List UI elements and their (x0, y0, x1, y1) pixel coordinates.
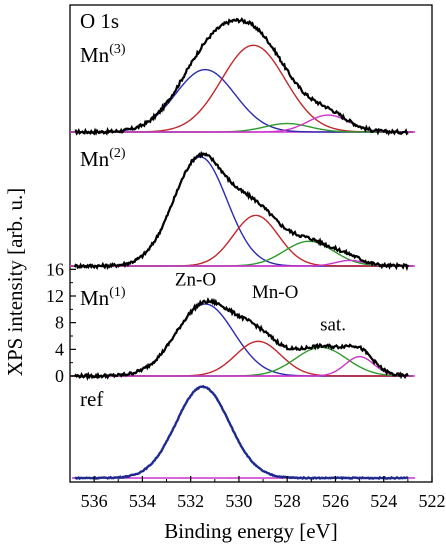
fit-component-mn_o (70, 214, 413, 267)
panel-1: Mn(3) (70, 17, 416, 136)
y-tick-label: 0 (55, 366, 64, 386)
fit-component-zn_o (70, 303, 413, 377)
panel-2: Mn(2) (70, 146, 416, 272)
x-tick-label: 522 (419, 491, 446, 511)
panels-layer: Mn(3) Mn(2) Mn(1) Zn-O Mn-O sat. ref (70, 17, 416, 481)
y-axis-label: XPS intensity [arb. u.] (3, 188, 27, 376)
y-axis: 0 4 8 12 16 (46, 259, 76, 386)
x-axis: 536 534 532 530 528 526 524 522 (69, 476, 446, 511)
panel-label: Mn(3) (80, 42, 126, 67)
fit-component-mn_o (70, 44, 413, 133)
measured-spectrum (73, 150, 409, 272)
panel-label: Mn(1) (80, 285, 126, 310)
x-tick-label: 534 (129, 491, 156, 511)
panel-label-sup: (3) (109, 42, 126, 57)
x-tick-label: 524 (370, 491, 397, 511)
x-axis-label: Binding energy [eV] (164, 519, 337, 543)
x-tick-label: 530 (225, 491, 252, 511)
y-tick-label: 4 (55, 339, 64, 359)
measured-spectrum (74, 17, 409, 136)
panel-label: Mn(2) (80, 146, 126, 171)
x-tick-label: 536 (81, 491, 108, 511)
peak-label: Zn-O (175, 269, 216, 290)
fit-component-sat_2 (70, 355, 413, 377)
x-tick-label: 528 (274, 491, 301, 511)
y-tick-label: 16 (46, 259, 64, 279)
peak-label: sat. (320, 315, 346, 336)
panel-4: ref (72, 384, 416, 481)
measured-spectrum (73, 297, 409, 382)
element-label: O 1s (80, 9, 119, 33)
fit-component-zn_o (70, 68, 413, 133)
y-tick-label: 8 (55, 313, 64, 333)
panel-label: ref (80, 387, 103, 411)
fit-component-sat_1 (70, 346, 413, 377)
panel-label-sup: (2) (109, 146, 126, 161)
panel-3: Mn(1) Zn-O Mn-O sat. (70, 269, 416, 382)
ref-spectrum (74, 384, 409, 481)
x-tick-label: 526 (322, 491, 349, 511)
fit-component-sat_2 (70, 259, 413, 267)
plot-frame (69, 4, 433, 483)
peak-label: Mn-O (252, 282, 298, 303)
x-tick-label: 532 (177, 491, 204, 511)
panel-label-sup: (1) (109, 285, 126, 300)
y-tick-label: 12 (46, 286, 64, 306)
fit-component-zn_o (70, 156, 413, 267)
